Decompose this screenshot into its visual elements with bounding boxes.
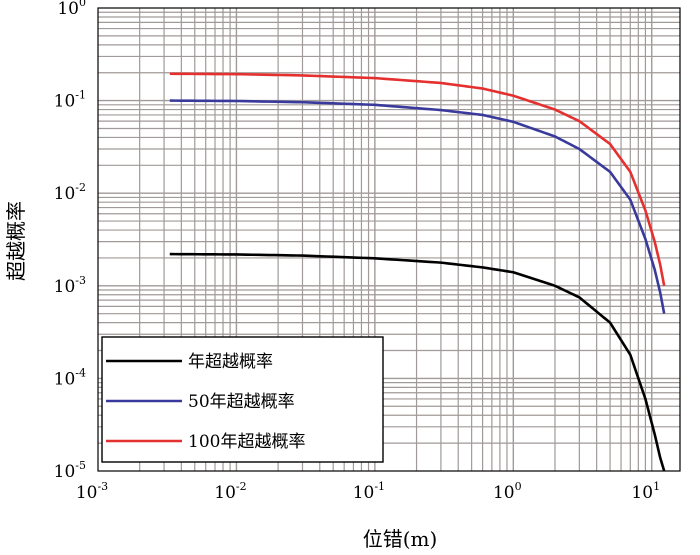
y-tick-label: 10-4 [54,366,86,389]
series-line-1 [169,252,666,472]
legend: 年超越概率 50年超越概率 100年超越概率 [101,336,384,463]
series-line-2 [169,99,666,314]
tick-labels: 10-3 10-2 10-1 100 10110010-110-210-310-410-… [54,0,660,503]
y-tick-label: 10-5 [54,459,86,482]
x-tick-base: 10 [214,483,236,503]
y-tick-base: 10 [54,462,76,482]
y-tick-base: 10 [54,184,76,204]
y-tick-exponent: -1 [75,89,86,102]
x-tick-label: 10-2 [214,480,246,503]
y-tick-label: 10-2 [54,181,86,204]
y-tick-exponent: -3 [75,274,86,287]
x-tick-base: 10 [493,483,515,503]
x-tick-label: 100 [493,480,522,503]
y-tick-exponent: -2 [75,181,86,194]
y-tick-exponent: -5 [75,459,86,472]
y-tick-base: 10 [57,0,79,19]
y-tick-exponent: 0 [79,0,86,9]
x-tick-label: 10-1 [353,480,385,503]
legend-label: 100年超越概率 [188,432,305,452]
plot-frame [97,7,681,472]
x-tick-exponent: 0 [515,480,522,493]
y-tick-base: 10 [54,92,76,112]
x-tick-exponent: 1 [653,480,660,493]
x-tick-exponent: -1 [374,480,385,493]
x-tick-base: 10 [76,483,98,503]
y-tick-label: 10-1 [54,89,86,112]
series-line-3 [169,72,666,287]
x-tick-base: 10 [353,483,375,503]
x-tick-exponent: -3 [97,480,108,493]
x-tick-label: 10-3 [76,480,108,503]
y-tick-label: 10-3 [54,274,86,297]
x-tick-exponent: -2 [236,480,247,493]
legend-label: 50年超越概率 [188,392,295,412]
x-axis-label: 位错(m) [363,527,438,551]
y-tick-label: 100 [57,0,86,19]
series-lines [169,72,666,472]
x-tick-base: 10 [631,483,653,503]
y-tick-exponent: -4 [75,366,86,379]
x-tick-label: 101 [631,480,660,503]
y-tick-base: 10 [54,277,76,297]
y-tick-base: 10 [54,369,76,389]
legend-label: 年超越概率 [188,352,273,372]
y-axis-label: 超越概率 [4,201,28,281]
